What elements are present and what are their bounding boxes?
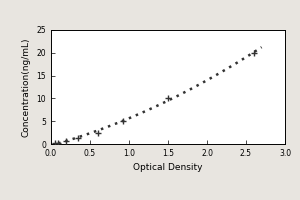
X-axis label: Optical Density: Optical Density [133,163,203,172]
Y-axis label: Concentration(ng/mL): Concentration(ng/mL) [22,37,31,137]
